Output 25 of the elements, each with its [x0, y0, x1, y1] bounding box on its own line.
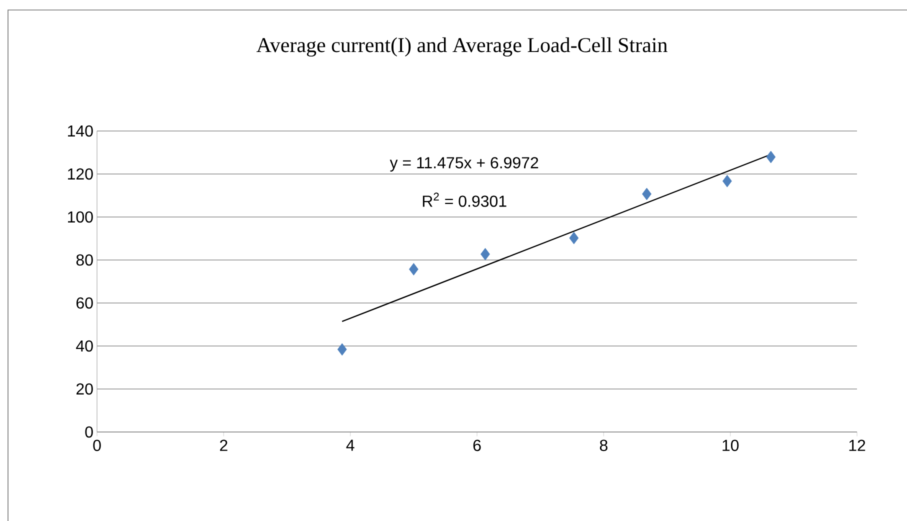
point — [408, 263, 418, 276]
y-tick-label: 100 — [68, 211, 93, 223]
x-tick-label: 0 — [93, 440, 101, 452]
x-tick-label: 2 — [220, 440, 228, 451]
y-tick-label: 40 — [76, 340, 93, 352]
x-tick-label: 8 — [600, 440, 608, 452]
annotation: R$^{2}$ = 0.9301 — [422, 192, 506, 207]
y-tick-label: 0 — [85, 426, 93, 438]
x-tick-label: 4 — [346, 440, 354, 451]
x-tick-label: 12 — [849, 440, 866, 451]
point — [722, 174, 732, 188]
y-tick-label: 60 — [76, 297, 93, 309]
point — [642, 188, 652, 200]
point — [480, 248, 490, 260]
x-tick-label: 6 — [473, 440, 481, 452]
point — [337, 343, 347, 356]
point — [766, 150, 776, 164]
y-tick-label: 140 — [68, 125, 93, 137]
chart-title: Average current(I) and Average Load-Cell Strain — [256, 37, 668, 57]
y-tick-label: 20 — [76, 383, 93, 395]
x-tick-label: 10 — [722, 440, 739, 452]
annotation: y = 11.475x + 6.9972 — [390, 157, 538, 172]
y-tick-label: 80 — [76, 254, 93, 266]
y-tick-label: 120 — [68, 168, 93, 180]
point — [569, 232, 579, 244]
